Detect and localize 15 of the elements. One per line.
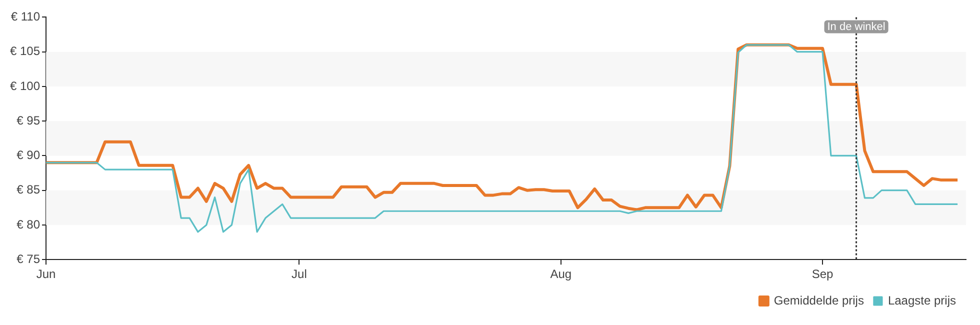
x-tick-label: Jul: [292, 267, 307, 282]
y-tick-label: € 80: [16, 217, 40, 232]
y-tick-label: € 110: [10, 10, 40, 24]
y-tick-label: € 75: [16, 252, 40, 266]
legend-label: Laagste prijs: [888, 293, 956, 308]
y-tick-label: € 100: [10, 78, 40, 93]
legend-label: Gemiddelde prijs: [774, 293, 864, 308]
x-tick-label: Aug: [550, 267, 572, 282]
x-tick-label: Sep: [812, 267, 834, 282]
y-tick-label: € 95: [16, 113, 40, 128]
ref-line-label: In de winkel: [827, 21, 886, 34]
y-tick-label: € 90: [16, 148, 40, 162]
x-tick-label: Jun: [36, 267, 56, 282]
y-tick-label: € 105: [10, 44, 40, 58]
y-tick-label: € 85: [16, 182, 40, 197]
